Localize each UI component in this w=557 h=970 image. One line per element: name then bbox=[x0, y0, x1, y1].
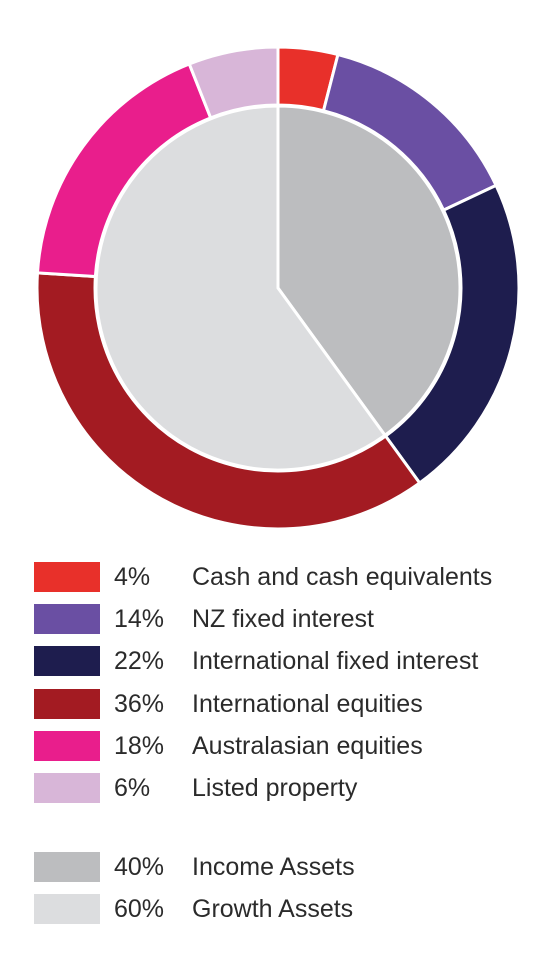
legend-swatch bbox=[34, 604, 100, 635]
legend-swatch bbox=[34, 852, 100, 882]
legend-item-cash-and-cash-equivalents: 4% Cash and cash equivalents bbox=[34, 562, 554, 592]
legend-item-international-fixed-interest: 22% International fixed interest bbox=[34, 646, 554, 677]
legend-percent: 36% bbox=[114, 689, 165, 718]
legend-item-nz-fixed-interest: 14% NZ fixed interest bbox=[34, 604, 554, 635]
legend-percent: 18% bbox=[114, 731, 165, 760]
legend-percent: 4% bbox=[114, 563, 151, 591]
legend-label: NZ fixed interest bbox=[192, 605, 375, 634]
legend-label: International equities bbox=[192, 689, 423, 718]
legend-percent: 22% bbox=[114, 647, 165, 676]
legend-swatch bbox=[34, 688, 100, 719]
inner-pie bbox=[94, 104, 462, 472]
legend-swatch bbox=[34, 773, 100, 803]
legend-item-growth-assets: 60% Growth Assets bbox=[34, 894, 554, 925]
legend-swatch bbox=[34, 562, 100, 592]
allocation-donut-chart bbox=[35, 45, 521, 531]
legend-percent: 14% bbox=[114, 605, 165, 634]
legend-swatch bbox=[34, 894, 100, 925]
legend-label: Australasian equities bbox=[192, 731, 423, 760]
legend-item-listed-property: 6% Listed property bbox=[34, 773, 554, 803]
legend-percent: 40% bbox=[114, 853, 165, 881]
legend-item-australasian-equities: 18% Australasian equities bbox=[34, 730, 554, 761]
pie-slice-growth-assets bbox=[94, 104, 388, 472]
legend-label: Listed property bbox=[192, 774, 358, 802]
legend-label: Growth Assets bbox=[192, 895, 354, 924]
legend-label: International fixed interest bbox=[192, 647, 479, 676]
legend-swatch bbox=[34, 646, 100, 677]
legend-percent: 6% bbox=[114, 774, 151, 802]
legend-item-income-assets: 40% Income Assets bbox=[34, 852, 554, 882]
legend-label: Cash and cash equivalents bbox=[192, 563, 493, 591]
legend-item-international-equities: 36% International equities bbox=[34, 688, 554, 719]
legend-percent: 60% bbox=[114, 895, 165, 924]
legend-swatch bbox=[34, 730, 100, 761]
legend-label: Income Assets bbox=[192, 853, 355, 881]
pie-slice-income-assets bbox=[276, 104, 462, 438]
